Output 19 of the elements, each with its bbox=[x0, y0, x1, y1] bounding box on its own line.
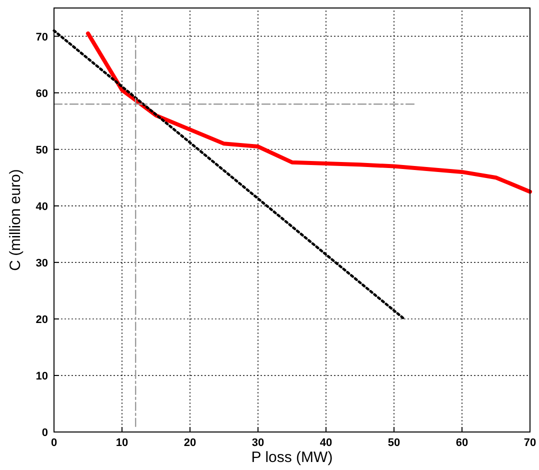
x-axis-title: P loss (MW) bbox=[251, 449, 333, 466]
x-tick-label: 20 bbox=[184, 437, 196, 449]
y-tick-label: 30 bbox=[36, 257, 48, 270]
y-tick-label: 40 bbox=[36, 200, 48, 213]
line-series bbox=[86, 31, 532, 194]
y-axis-title: C (million euro) bbox=[7, 169, 24, 271]
x-tick-label: 60 bbox=[456, 437, 468, 449]
x-tick-label: 0 bbox=[50, 437, 58, 449]
y-tick-label: 20 bbox=[36, 314, 48, 326]
y-tick-label: 60 bbox=[36, 88, 48, 100]
x-tick-label: 40 bbox=[320, 437, 332, 449]
y-tick-label: 70 bbox=[36, 31, 48, 44]
x-tick-label: 50 bbox=[388, 437, 400, 449]
y-tick-label: 50 bbox=[36, 144, 48, 156]
x-tick-label: 10 bbox=[116, 437, 128, 449]
y-tick-label: 0 bbox=[42, 427, 48, 439]
x-tick-label: 30 bbox=[252, 437, 264, 449]
x-tick-label: 70 bbox=[524, 437, 536, 449]
y-tick-label: 10 bbox=[36, 370, 48, 382]
